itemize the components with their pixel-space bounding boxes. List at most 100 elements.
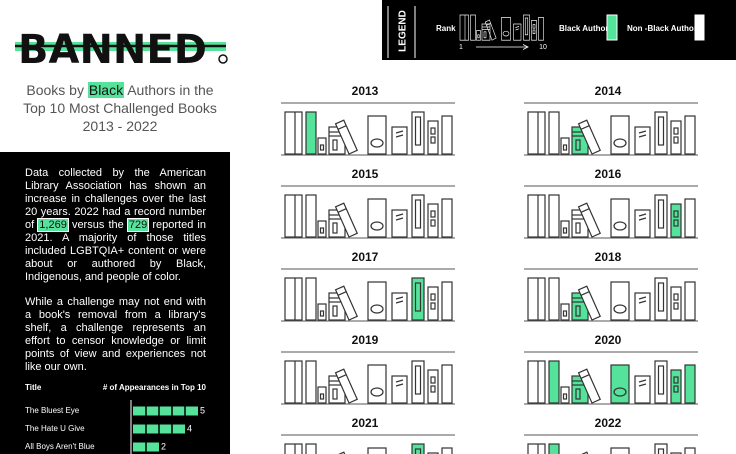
book [560,303,570,321]
book-detail [395,379,404,383]
book [391,126,408,155]
book-spine [531,20,537,41]
book-detail [515,28,520,31]
book-spine [684,115,696,155]
highlight-number: 729 [126,218,150,232]
book [476,30,481,41]
book-detail [657,282,665,312]
book-detail [395,130,404,134]
book [305,194,317,238]
book-detail [673,210,679,218]
book-detail [638,134,647,138]
book [501,17,511,41]
category-label: The Bluest Eye [25,406,80,415]
book-spine [305,360,317,404]
book-detail [483,31,487,39]
book-spine [560,303,570,321]
book [441,447,453,454]
book-spine [284,111,303,155]
book [577,119,602,155]
book [334,202,359,238]
category-label: The Hate U Give [25,424,85,433]
book [577,285,602,321]
value-label: 2 [161,441,166,451]
book [317,303,327,321]
book-detail [395,300,404,304]
book-detail [613,304,627,314]
book-spine [411,360,425,404]
book-detail [638,296,647,300]
legend-arrow-head [522,44,529,50]
book-spine [634,375,651,404]
book-spine [501,17,511,41]
year-label: 2017 [352,250,379,264]
book [391,375,408,404]
book [654,443,668,454]
book-detail [502,30,510,37]
book [634,126,651,155]
book-detail [613,221,627,231]
book-spine [684,281,696,321]
book [684,447,696,454]
legend-rank-label: Rank [436,24,456,33]
year-label: 2013 [352,84,379,98]
book-spine [527,194,546,238]
book [538,17,544,41]
book [317,386,327,404]
book [367,281,387,321]
book [411,443,425,454]
book-detail [430,127,436,135]
book-detail [638,217,647,221]
book [531,20,537,41]
book [411,111,425,155]
book-spine [654,360,668,404]
book-detail [430,385,436,393]
book-spine [684,198,696,238]
book-spine [367,447,387,454]
book-detail [532,29,536,34]
book [560,386,570,404]
book [634,209,651,238]
book [367,198,387,238]
book-detail [673,302,679,310]
book-detail [430,376,436,384]
book-spine [476,30,481,41]
book [684,198,696,238]
year-label: 2014 [595,84,622,98]
bar [133,406,198,416]
book-detail [337,208,347,213]
book-detail [613,138,627,148]
book [334,368,359,404]
book-detail [332,139,338,151]
book [441,281,453,321]
book [527,277,546,321]
book-detail [332,305,338,317]
legend-title: LEGEND [398,10,409,52]
book [527,194,546,238]
book [391,292,408,321]
book [470,14,476,41]
year-label: 2019 [352,333,379,347]
shelves: 2013 2014 2015 2016 2017 2018 2019 2020 2021 2022 [281,84,698,454]
book-spine [654,194,668,238]
book-spine [284,277,303,321]
book-spine [459,14,469,41]
book-detail [673,219,679,227]
book-detail [337,125,347,130]
book-spine [317,386,327,404]
book [284,443,303,454]
book-detail [370,138,384,148]
book-spine [610,115,630,155]
book-detail [580,125,590,130]
book-detail [430,210,436,218]
book-spine [305,194,317,238]
book-spine [411,277,425,321]
book-spine [548,360,560,404]
book-spine [527,360,546,404]
book [610,198,630,238]
book [334,285,359,321]
book-spine [610,364,630,404]
subtitle-line: 2013 - 2022 [82,118,158,134]
book-detail [524,17,529,36]
book [548,111,560,155]
